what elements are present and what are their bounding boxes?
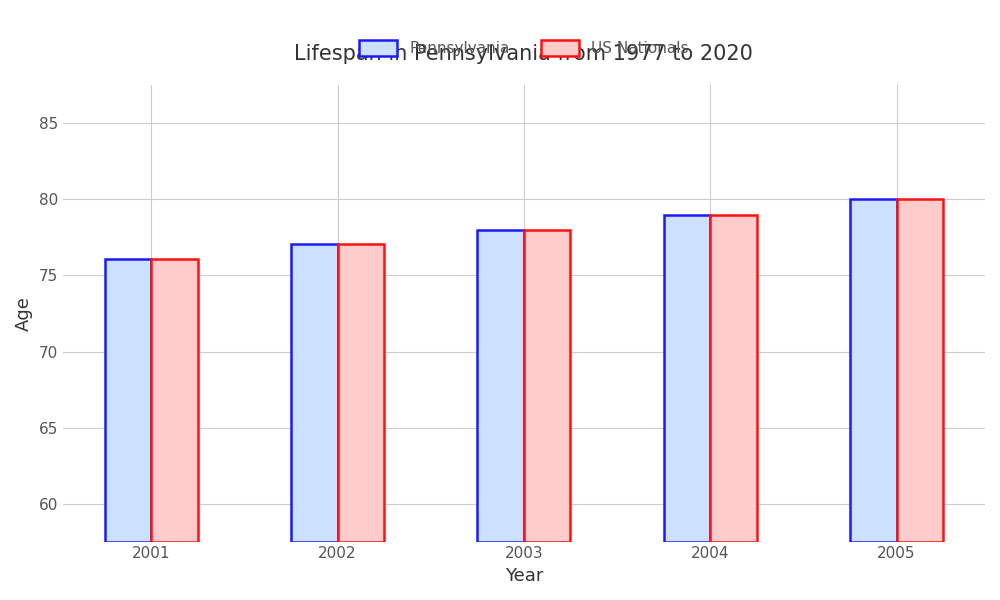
Bar (151, 259, 198, 542)
Bar (105, 259, 151, 542)
Bar (664, 215, 710, 542)
Bar (710, 215, 757, 542)
Bar (338, 244, 384, 542)
Title: Lifespan in Pennsylvania from 1977 to 2020: Lifespan in Pennsylvania from 1977 to 20… (294, 44, 753, 64)
Bar (850, 199, 897, 542)
Bar (291, 244, 338, 542)
Bar (477, 230, 524, 542)
Legend: Pennsylvania, US Nationals: Pennsylvania, US Nationals (353, 34, 695, 62)
Y-axis label: Age: Age (15, 296, 33, 331)
Bar (524, 230, 570, 542)
X-axis label: Year: Year (505, 567, 543, 585)
Bar (897, 199, 943, 542)
